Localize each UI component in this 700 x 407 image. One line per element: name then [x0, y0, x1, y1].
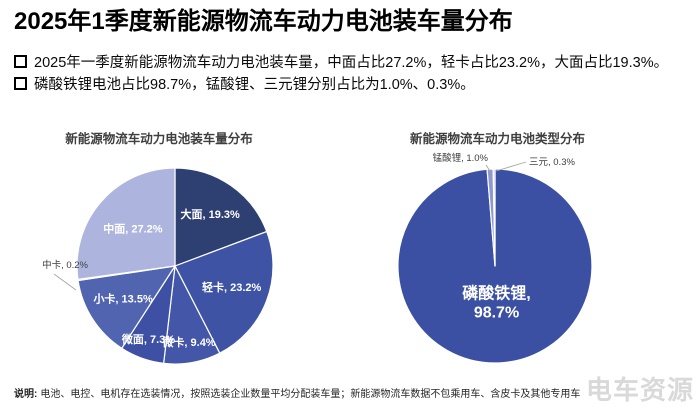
footnote: 说明: 电池、电控、电机存在选装情况，按照选装企业数量平均分配装车量；新能源物流车…	[14, 388, 580, 401]
leader-line-中卡	[53, 273, 77, 291]
footnote-label: 说明:	[14, 389, 38, 400]
page-title: 2025年1季度新能源物流车动力电池装车量分布	[14, 8, 513, 35]
pie-slice-大面	[174, 167, 268, 267]
pie-label-磷酸铁锂: 磷酸铁锂, 98.7%	[462, 283, 530, 321]
pie-label-大面: 大面, 19.3%	[181, 207, 241, 221]
pie-label-锰酸锂: 锰酸锂, 1.0%	[433, 152, 489, 164]
left-pie-title: 新能源物流车动力电池装车量分布	[65, 132, 253, 146]
right-pie-title: 新能源物流车动力电池类型分布	[409, 132, 585, 146]
pie-slice-小卡	[77, 265, 176, 349]
summary-bullets: 2025年一季度新能源物流车动力电池装车量，中面占比27.2%，轻卡占比23.2…	[14, 53, 698, 96]
pie-label-三元: 三元, 0.3%	[529, 157, 575, 168]
bullet-line-2: 磷酸铁锂电池占比98.7%，锰酸锂、三元锂分别占比为1.0%、0.3%。	[14, 75, 698, 97]
pie-label-微卡: 微卡, 9.4%	[161, 335, 215, 349]
pie-label-小卡: 小卡, 13.5%	[92, 292, 153, 306]
pie-label-轻卡: 轻卡, 23.2%	[202, 280, 262, 294]
bullet-square-icon	[14, 76, 27, 90]
pie-slice-中面	[76, 167, 176, 280]
bullet-text-1: 2025年一季度新能源物流车动力电池装车量，中面占比27.2%，轻卡占比23.2…	[34, 55, 669, 71]
leader-line-三元	[495, 161, 527, 172]
bullet-text-2: 磷酸铁锂电池占比98.7%，锰酸锂、三元锂分别占比为1.0%、0.3%。	[34, 76, 475, 93]
pie-label-中面: 中面, 27.2%	[103, 221, 163, 235]
leader-line-锰酸锂	[485, 164, 491, 172]
bullet-line-1: 2025年一季度新能源物流车动力电池装车量，中面占比27.2%，轻卡占比23.2…	[14, 53, 698, 75]
pie-label-微面: 微面, 7.3%	[121, 332, 175, 346]
watermark-logo: 电车资源	[585, 375, 694, 405]
pie-slice-三元	[492, 168, 496, 267]
footnote-text: 电池、电控、电机存在选装情况，按照选装企业数量平均分配装车量；新能源物流车数据不…	[40, 389, 581, 400]
pie-label-中卡: 中卡, 0.2%	[42, 259, 88, 271]
pie-slice-轻卡	[174, 230, 274, 354]
bullet-square-icon	[14, 55, 27, 68]
